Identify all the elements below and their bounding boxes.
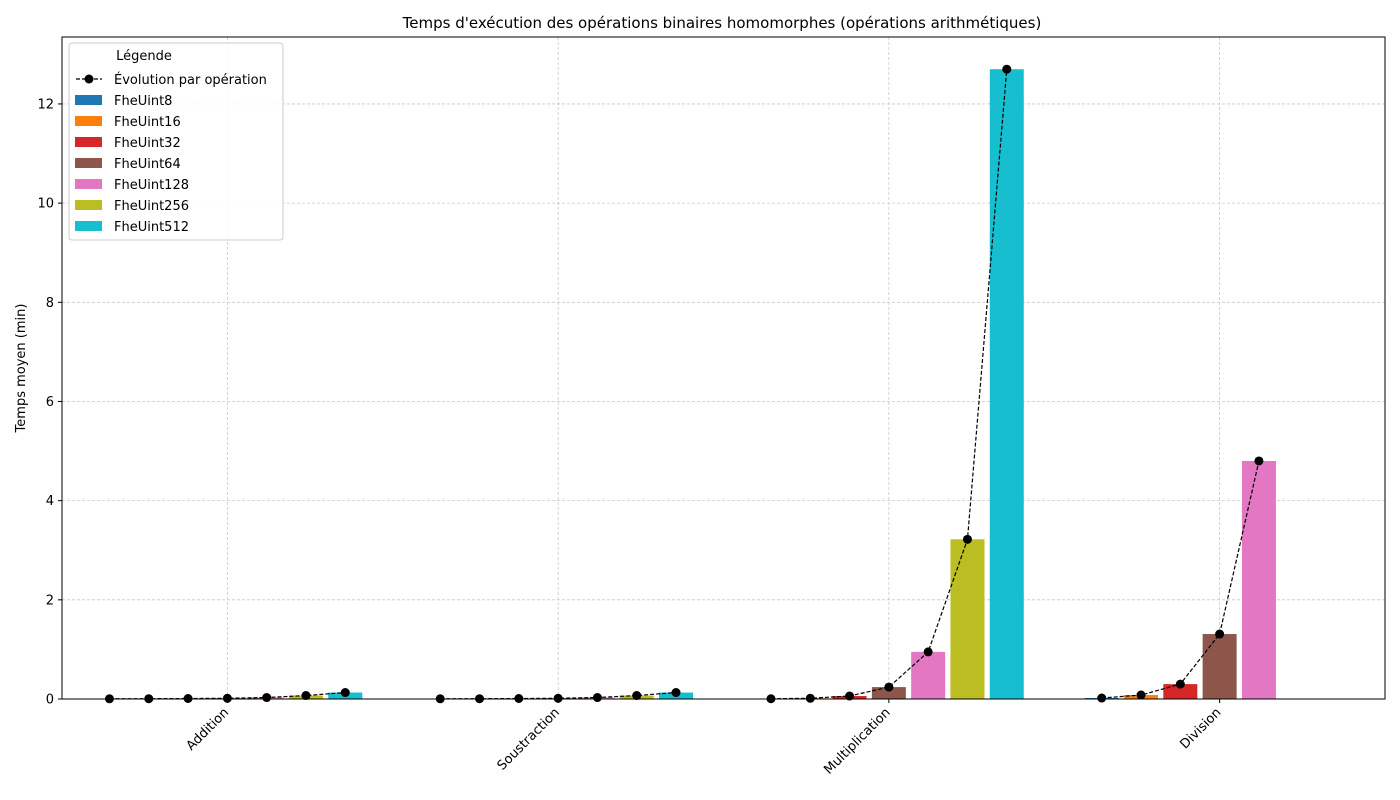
evolution-point: [222, 693, 232, 703]
evolution-point: [1136, 690, 1146, 700]
y-tick-label: 6: [46, 395, 54, 410]
evolution-point: [1175, 679, 1185, 689]
evolution-point: [301, 691, 311, 701]
evolution-point: [845, 691, 855, 701]
legend-swatch-fheuint256: [75, 200, 102, 210]
evolution-point: [553, 693, 563, 703]
plot-frame: [61, 36, 1386, 700]
legend-label-fheuint256: FheUint256: [114, 199, 189, 214]
evolution-point: [671, 688, 681, 698]
evolution-point: [962, 534, 972, 544]
evolution-point: [923, 647, 933, 657]
legend-label-fheuint32: FheUint32: [114, 136, 181, 151]
x-tick-label-multiplication: Multiplication: [821, 705, 893, 777]
legend-swatch-fheuint8: [75, 95, 102, 105]
legend-label-fheuint128: FheUint128: [114, 178, 189, 193]
legend-label-fheuint8: FheUint8: [114, 94, 172, 109]
y-axis-title: Temps moyen (min): [14, 304, 29, 434]
bar-fheuint512-multiplication: [989, 69, 1024, 700]
legend-swatch-fheuint512: [75, 221, 102, 231]
x-tick-label-division: Division: [1177, 705, 1224, 752]
x-tick-label-soustraction: Soustraction: [495, 705, 563, 773]
legend-swatch-fheuint128: [75, 179, 102, 189]
evolution-point: [1254, 456, 1264, 466]
bar-fheuint64-division: [1202, 634, 1237, 699]
bar-fheuint128-division: [1241, 460, 1276, 699]
legend-marker-swatch: [84, 74, 94, 84]
legend-swatch-fheuint16: [75, 116, 102, 126]
legend-swatch-fheuint32: [75, 137, 102, 147]
evolution-point: [632, 691, 642, 701]
evolution-point: [1002, 64, 1012, 74]
y-tick-label: 4: [46, 494, 54, 509]
x-tick-label-addition: Addition: [184, 705, 233, 754]
bar-fheuint256-multiplication: [950, 539, 985, 699]
y-tick-label: 12: [37, 97, 54, 112]
y-tick-label: 8: [46, 296, 54, 311]
legend-label-evolution: Évolution par opération: [114, 72, 267, 88]
bar-fheuint64-multiplication: [871, 687, 906, 699]
legend-title: Légende: [116, 49, 172, 64]
evolution-point: [1215, 629, 1225, 639]
legend: Légende Évolution par opération FheUint8 Fh…: [68, 42, 284, 241]
evolution-point: [884, 682, 894, 692]
legend-label-fheuint64: FheUint64: [114, 157, 181, 172]
evolution-point: [262, 693, 272, 703]
legend-swatch-fheuint64: [75, 158, 102, 168]
legend-label-fheuint16: FheUint16: [114, 115, 181, 130]
bar-fheuint128-multiplication: [911, 651, 946, 699]
legend-label-fheuint512: FheUint512: [114, 220, 189, 235]
y-tick-label: 10: [37, 197, 54, 212]
evolution-point: [592, 693, 602, 703]
evolution-point: [340, 688, 350, 698]
evolution-point: [805, 693, 815, 703]
bar-fheuint32-division: [1163, 684, 1198, 699]
legend-box: [68, 42, 284, 241]
evolution-point: [1097, 693, 1107, 703]
y-tick-label: 0: [46, 693, 54, 708]
y-tick-label: 2: [46, 593, 54, 608]
chart-title: Temps d'exécution des opérations binaire…: [402, 14, 1042, 32]
